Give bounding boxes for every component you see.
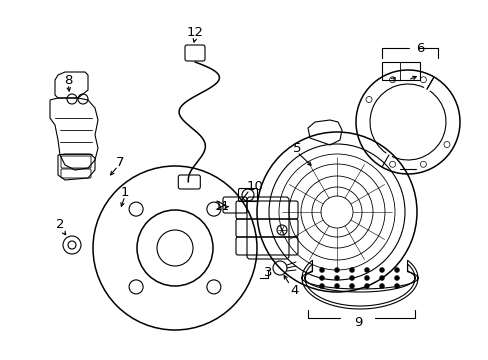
Circle shape [394,267,399,273]
Circle shape [364,267,369,273]
Circle shape [394,275,399,280]
Bar [381,62,419,80]
Circle shape [379,267,384,273]
Text: 12: 12 [186,26,203,39]
Text: 5: 5 [292,141,301,154]
Text: 2: 2 [56,219,64,231]
Text: 7: 7 [116,156,124,168]
Text: 9: 9 [353,315,362,328]
Circle shape [319,275,324,280]
Text: 1: 1 [121,186,129,199]
Circle shape [394,284,399,288]
Circle shape [379,284,384,288]
Text: 3: 3 [263,266,272,279]
Circle shape [319,284,324,288]
Circle shape [349,275,354,280]
Circle shape [364,275,369,280]
Circle shape [349,284,354,288]
Circle shape [334,275,339,280]
Circle shape [334,267,339,273]
Text: 8: 8 [63,73,72,86]
Circle shape [379,275,384,280]
Circle shape [319,267,324,273]
Circle shape [349,267,354,273]
Circle shape [364,284,369,288]
Text: 6: 6 [415,41,423,54]
Text: 10: 10 [246,180,263,193]
Text: 11: 11 [214,201,229,213]
Text: 4: 4 [290,284,299,297]
Circle shape [334,284,339,288]
